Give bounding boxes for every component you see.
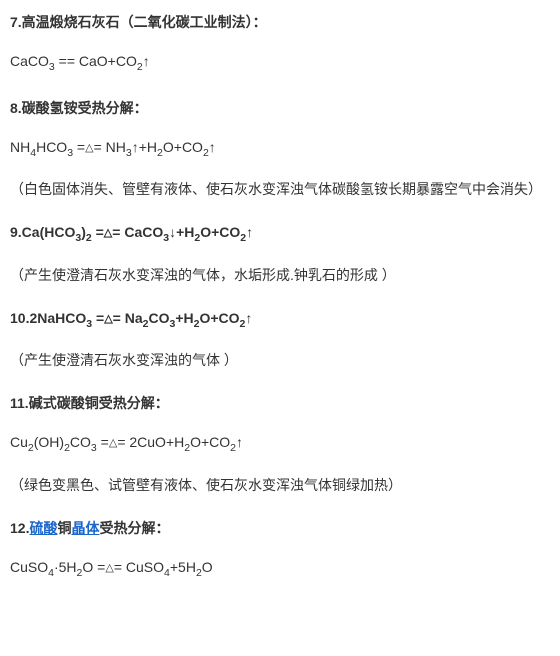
equation-text: NH4HCO3 =△= NH3↑+H2O+CO2↑: [10, 137, 550, 162]
document-body: 7.高温煅烧石灰石（二氧化碳工业制法）： CaCO3 == CaO+CO2↑ 8.碳…: [10, 12, 550, 581]
section-heading: 10.2NaHCO3 =△= Na2CO3+H2O+CO2↑: [10, 308, 550, 333]
section-heading: 8.碳酸氢铵受热分解：: [10, 98, 550, 119]
equation-text: CaCO3 == CaO+CO2↑: [10, 51, 550, 76]
note-text: （白色固体消失、管壁有液体、使石灰水变浑浊气体碳酸氢铵长期暴露空气中会消失）: [10, 179, 550, 200]
note-text: （产生使澄清石灰水变浑浊的气体 ）: [10, 350, 550, 371]
equation-text: Cu2(OH)2CO3 =△= 2CuO+H2O+CO2↑: [10, 432, 550, 457]
equation-text: CuSO4·5H2O =△= CuSO4+5H2O: [10, 557, 550, 582]
section-heading: 9.Ca(HCO3)2 =△= CaCO3↓+H2O+CO2↑: [10, 222, 550, 247]
note-text: （绿色变黑色、试管壁有液体、使石灰水变浑浊气体铜绿加热）: [10, 475, 550, 496]
note-text: （产生使澄清石灰水变浑浊的气体，水垢形成.钟乳石的形成 ）: [10, 265, 550, 286]
section-heading: 7.高温煅烧石灰石（二氧化碳工业制法）：: [10, 12, 550, 33]
section-heading: 12.硫酸铜晶体受热分解：: [10, 518, 550, 539]
section-heading: 11.碱式碳酸铜受热分解：: [10, 393, 550, 414]
